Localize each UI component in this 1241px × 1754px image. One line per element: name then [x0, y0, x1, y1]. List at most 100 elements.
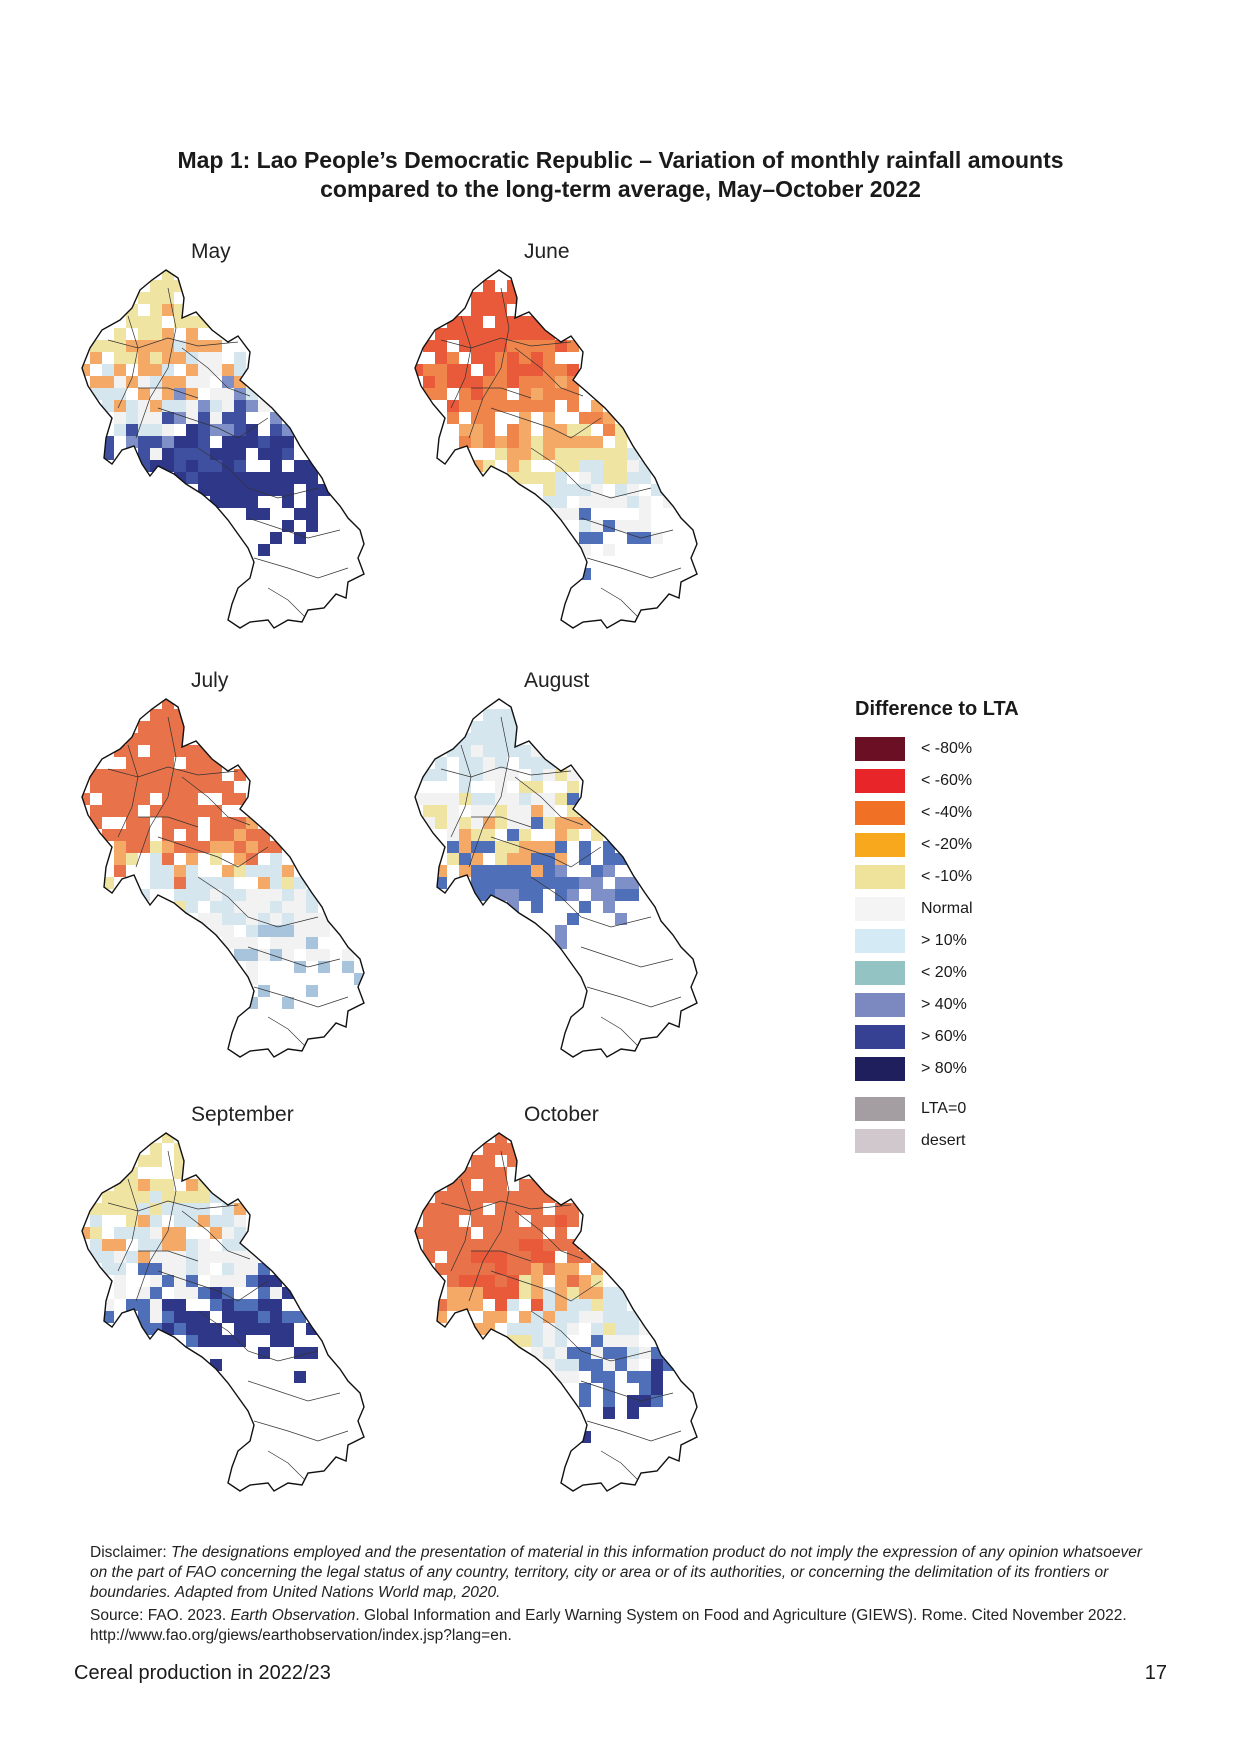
rainfall-cell: [210, 889, 222, 901]
rainfall-cell: [483, 1251, 495, 1263]
rainfall-cell: [222, 1227, 234, 1239]
rainfall-cell: [435, 328, 447, 340]
rainfall-cell: [294, 901, 306, 913]
rainfall-cell: [294, 961, 306, 973]
rainfall-cell: [471, 352, 483, 364]
rainfall-cell: [102, 829, 114, 841]
rainfall-cell: [555, 877, 567, 889]
rainfall-cell: [174, 388, 186, 400]
rainfall-cell: [615, 1323, 627, 1335]
legend-label: < -10%: [921, 868, 973, 885]
rainfall-cell: [531, 340, 543, 352]
rainfall-cell: [471, 1239, 483, 1251]
rainfall-cell: [495, 1203, 507, 1215]
rainfall-cell: [210, 352, 222, 364]
rainfall-cell: [174, 1203, 186, 1215]
rainfall-cell: [543, 340, 555, 352]
rainfall-cell: [258, 1347, 270, 1359]
rainfall-cell: [282, 448, 294, 460]
rainfall-cell: [639, 1383, 651, 1395]
rainfall-cell: [282, 901, 294, 913]
rainfall-cell: [495, 1239, 507, 1251]
rainfall-cell: [615, 1311, 627, 1323]
rainfall-cell: [519, 817, 531, 829]
province-boundary: [530, 447, 652, 499]
rainfall-cell: [150, 745, 162, 757]
province-boundary: [157, 836, 269, 868]
rainfall-cell: [210, 400, 222, 412]
rainfall-cell: [150, 1311, 162, 1323]
rainfall-cell: [519, 424, 531, 436]
rainfall-cell: [579, 460, 591, 472]
legend-item: LTA=0: [855, 1093, 1115, 1125]
rainfall-cell: [435, 376, 447, 388]
rainfall-cell: [603, 1311, 615, 1323]
rainfall-cell: [579, 436, 591, 448]
rainfall-cell: [627, 448, 639, 460]
rainfall-cell: [270, 1299, 282, 1311]
rainfall-cell: [174, 1323, 186, 1335]
rainfall-cell: [210, 484, 222, 496]
rainfall-cell: [615, 1347, 627, 1359]
rainfall-cell: [459, 400, 471, 412]
rainfall-cell: [423, 805, 435, 817]
rainfall-cell: [126, 1227, 138, 1239]
rainfall-cell: [246, 841, 258, 853]
rainfall-cell: [126, 829, 138, 841]
rainfall-cell: [543, 376, 555, 388]
rainfall-cell: [435, 1227, 447, 1239]
rainfall-cell: [102, 1299, 114, 1311]
legend-item: < -60%: [855, 765, 1115, 797]
rainfall-cell: [282, 925, 294, 937]
country-outline: [81, 698, 365, 1058]
rainfall-cell: [114, 1263, 126, 1275]
rainfall-cell: [459, 1191, 471, 1203]
province-boundary: [107, 337, 239, 349]
rainfall-cell: [234, 460, 246, 472]
rainfall-cell: [126, 853, 138, 865]
rainfall-cell: [507, 1263, 519, 1275]
rainfall-cell: [519, 448, 531, 460]
rainfall-cell: [579, 1311, 591, 1323]
rainfall-cell: [591, 472, 603, 484]
rainfall-cell: [447, 1203, 459, 1215]
rainfall-cell: [531, 1251, 543, 1263]
rainfall-grid: [415, 270, 697, 628]
rainfall-cell: [294, 460, 306, 472]
rainfall-cell: [483, 1311, 495, 1323]
rainfall-cell: [507, 436, 519, 448]
rainfall-cell: [555, 508, 567, 520]
rainfall-cell: [150, 1155, 162, 1167]
rainfall-cell: [483, 709, 495, 721]
rainfall-cell: [210, 340, 222, 352]
province-boundary: [471, 816, 532, 828]
rainfall-cell: [531, 328, 543, 340]
rainfall-cell: [603, 544, 615, 556]
rainfall-cell: [495, 781, 507, 793]
rainfall-cell: [627, 496, 639, 508]
rainfall-cell: [126, 1203, 138, 1215]
rainfall-cell: [483, 280, 495, 292]
rainfall-cell: [483, 1191, 495, 1203]
province-boundary: [600, 587, 640, 619]
rainfall-cell: [282, 1323, 294, 1335]
rainfall-cell: [150, 1275, 162, 1287]
province-boundary: [197, 447, 319, 499]
legend-item: > 80%: [855, 1053, 1115, 1085]
rainfall-cell: [507, 328, 519, 340]
rainfall-cell: [306, 913, 318, 925]
rainfall-cell: [114, 781, 126, 793]
rainfall-cell: [555, 841, 567, 853]
rainfall-cell: [507, 1251, 519, 1263]
rainfall-cell: [162, 388, 174, 400]
rainfall-cell: [222, 817, 234, 829]
province-boundary: [580, 517, 674, 539]
rainfall-cell: [447, 1239, 459, 1251]
legend-label: Normal: [921, 900, 973, 917]
rainfall-cell: [507, 1323, 519, 1335]
rainfall-cell: [198, 1287, 210, 1299]
rainfall-cell: [567, 1299, 579, 1311]
rainfall-cell: [555, 1239, 567, 1251]
rainfall-cell: [615, 877, 627, 889]
rainfall-map-july: [81, 698, 365, 1058]
